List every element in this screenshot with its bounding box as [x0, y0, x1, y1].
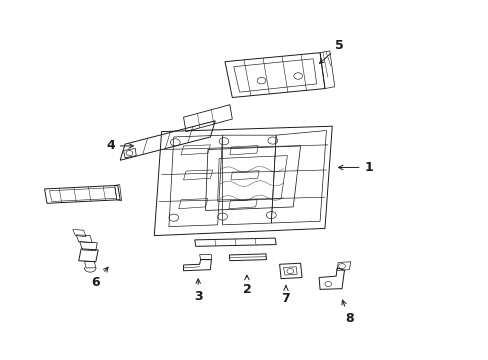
Text: 3: 3	[193, 279, 202, 303]
Text: 7: 7	[281, 286, 290, 305]
Text: 6: 6	[91, 267, 108, 289]
Text: 4: 4	[106, 139, 133, 152]
Text: 8: 8	[341, 300, 353, 325]
Text: 1: 1	[338, 161, 372, 174]
Text: 2: 2	[242, 275, 251, 296]
Text: 5: 5	[319, 39, 343, 63]
